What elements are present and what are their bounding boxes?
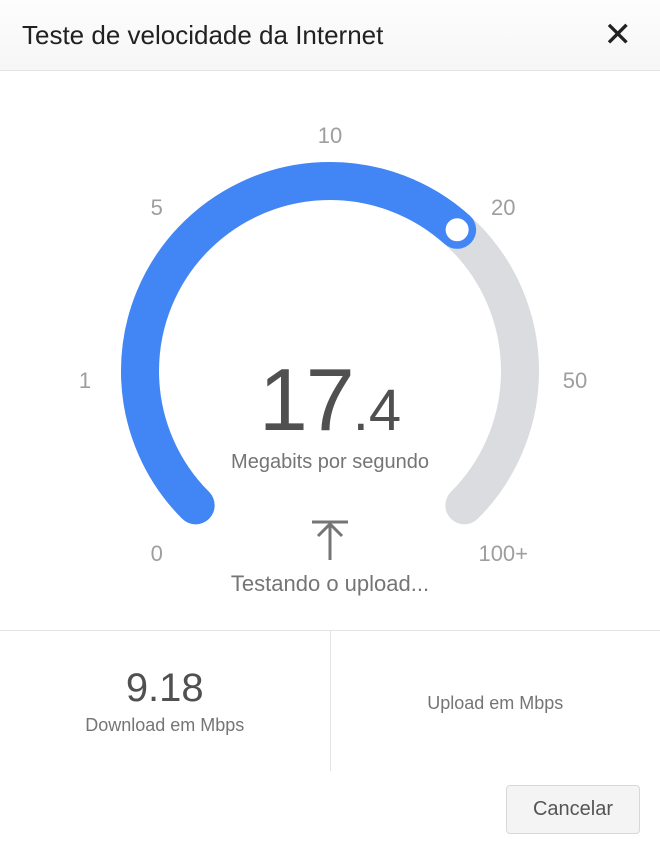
speed-value: 17 .4	[259, 349, 401, 451]
download-result: 9.18 Download em Mbps	[0, 631, 331, 771]
gauge-tick-label: 20	[491, 195, 515, 221]
gauge-tick-label: 50	[563, 368, 587, 394]
upload-arrow-icon	[306, 516, 354, 569]
close-icon: ✕	[604, 16, 633, 54]
speed-decimal: .4	[353, 377, 401, 444]
upload-label: Upload em Mbps	[427, 693, 563, 714]
gauge-tick-label: 1	[79, 368, 91, 394]
header: Teste de velocidade da Internet ✕	[0, 0, 660, 71]
speed-unit: Megabits por segundo	[231, 451, 429, 474]
header-title: Teste de velocidade da Internet	[22, 20, 383, 51]
gauge-tick-label: 5	[151, 195, 163, 221]
gauge-tick-label: 10	[318, 123, 342, 149]
status-text: Testando o upload...	[231, 571, 429, 597]
gauge-indicator	[443, 216, 471, 244]
speed-integer: 17	[259, 349, 353, 451]
cancel-button[interactable]: Cancelar	[506, 785, 640, 834]
results-row: 9.18 Download em Mbps Upload em Mbps	[0, 631, 660, 771]
gauge-section: 0 1 5 10 20 50 100+ 17 .4 Megabits por segundo…	[0, 71, 660, 631]
footer: Cancelar	[0, 771, 660, 848]
download-value: 9.18	[126, 666, 204, 711]
download-label: Download em Mbps	[85, 715, 244, 736]
gauge-tick-label: 0	[151, 541, 163, 567]
close-button[interactable]: ✕	[598, 18, 639, 52]
gauge-tick-label: 100+	[478, 541, 528, 567]
upload-result: Upload em Mbps	[331, 631, 660, 771]
